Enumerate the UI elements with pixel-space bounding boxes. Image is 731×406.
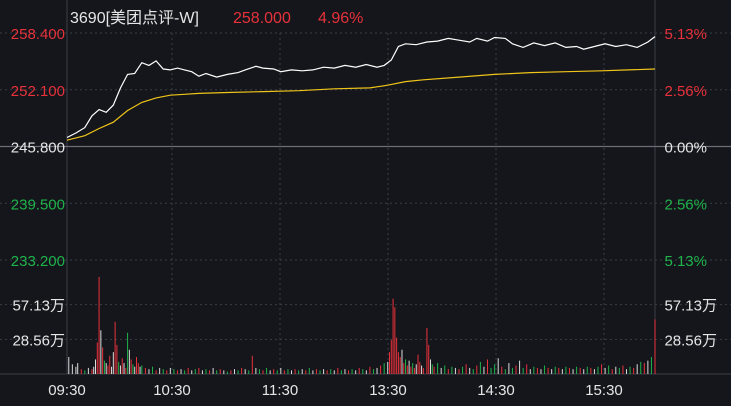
price-tick-label: 245.800 (11, 140, 65, 157)
pct-tick-label: 2.56% (664, 196, 707, 213)
time-tick-label: 11:30 (262, 382, 298, 399)
time-tick-label: 10:30 (153, 382, 191, 399)
volume-tick-label: 28.56万 (664, 332, 717, 349)
time-tick-label: 15:30 (585, 382, 623, 399)
price-tick-label: 252.100 (11, 83, 65, 100)
grid (0, 0, 731, 375)
pct-tick-label: 5.13% (664, 26, 707, 43)
pct-axis-right: 5.13% 2.56% 0.00% 2.56% 5.13% 57.13万 28.56万 (664, 26, 717, 349)
pct-tick-label: 0.00% (664, 140, 707, 157)
time-axis: 09:30 10:30 11:30 13:30 14:30 15:30 (48, 382, 623, 399)
price-tick-label: 239.500 (11, 196, 65, 213)
time-tick-label: 09:30 (48, 382, 86, 399)
average-price-line (66, 68, 656, 141)
price-axis-left: 258.400 252.100 245.800 239.500 233.200 57.13… (11, 26, 65, 349)
volume-tick-label: 57.13万 (664, 298, 717, 315)
volume-bars (68, 276, 656, 374)
price-line (66, 36, 656, 139)
pct-tick-label: 2.56% (664, 83, 707, 100)
time-tick-label: 14:30 (477, 382, 515, 399)
change-percent: 4.96% (318, 10, 363, 27)
price-tick-label: 233.200 (11, 253, 65, 270)
pct-tick-label: 5.13% (664, 253, 707, 270)
volume-tick-label: 57.13万 (12, 298, 65, 315)
price-tick-label: 258.400 (11, 26, 65, 43)
symbol-title: 3690[美团点评-W] (70, 9, 199, 27)
time-tick-label: 13:30 (369, 382, 407, 399)
chart-header: 3690[美团点评-W] 258.000 4.96% (70, 9, 363, 27)
volume-tick-label: 28.56万 (12, 332, 65, 349)
last-price: 258.000 (233, 10, 291, 27)
